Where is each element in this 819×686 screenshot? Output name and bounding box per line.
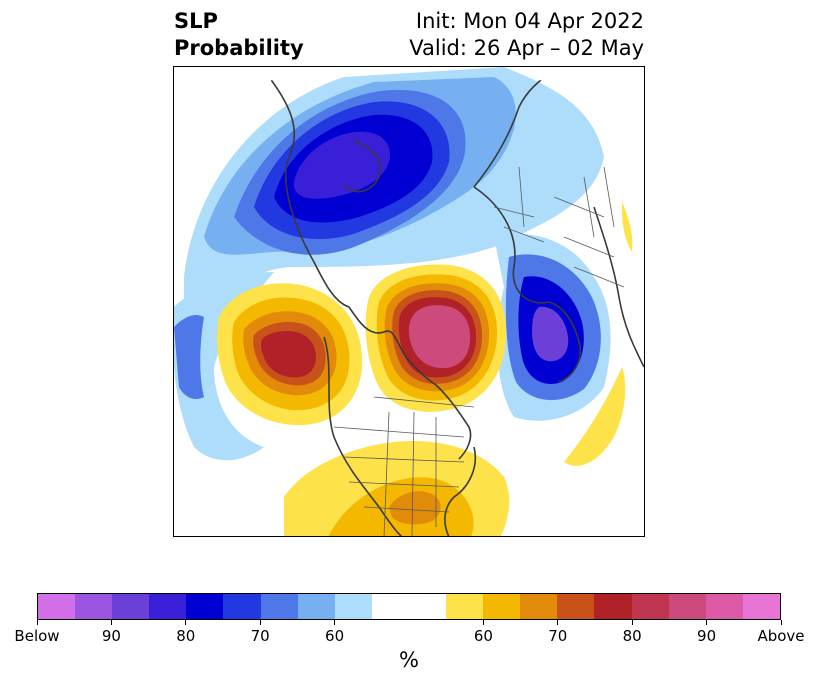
colorbar-above-5	[631, 594, 669, 619]
colorbar-tick-label: 80	[176, 627, 196, 645]
colorbar-above-3	[557, 594, 595, 619]
colorbar-above-1	[483, 594, 521, 619]
colorbar-below-6	[260, 594, 298, 619]
above-region-atlantic	[564, 367, 626, 466]
colorbar-above-8	[742, 594, 780, 619]
colorbar-neutral	[371, 594, 447, 619]
title-right: Init: Mon 04 Apr 2022 Valid: 26 Apr – 02…	[409, 8, 644, 62]
above-region-south-orange	[389, 491, 441, 525]
title-left: SLP Probability	[174, 8, 304, 62]
colorbar-tick-label: Below	[14, 627, 60, 645]
colorbar-tick-label: 90	[101, 627, 121, 645]
colorbar-below-1	[75, 594, 113, 619]
colorbar-tick	[706, 620, 708, 625]
colorbar-below-7	[297, 594, 335, 619]
colorbar-tick-label: 80	[622, 627, 642, 645]
below-region-west-core	[293, 131, 390, 199]
colorbar-tick-label: 60	[473, 627, 493, 645]
above-region-siberia	[621, 202, 633, 252]
colorbar-tick	[259, 620, 261, 625]
colorbar-below-4	[186, 594, 224, 619]
colorbar-tick	[631, 620, 633, 625]
colorbar-tick	[780, 620, 782, 625]
colorbar-above-2	[520, 594, 558, 619]
colorbar-tick	[334, 620, 336, 625]
colorbar-below-0	[38, 594, 76, 619]
valid-range: Valid: 26 Apr – 02 May	[409, 36, 644, 60]
coastlines	[268, 71, 644, 536]
colorbar-below-2	[112, 594, 150, 619]
colorbar-tick-label: 60	[325, 627, 345, 645]
colorbar-above-0	[446, 594, 484, 619]
colorbar-tick	[557, 620, 559, 625]
colorbar-below-8	[334, 594, 372, 619]
colorbar-tick-label: Above	[757, 627, 805, 645]
title-variable: SLP	[174, 9, 218, 33]
colorbar-tick-label: 70	[250, 627, 270, 645]
above-region-arctic-core	[408, 305, 471, 369]
init-date: Init: Mon 04 Apr 2022	[415, 9, 644, 33]
below-region-europe-core	[532, 306, 569, 362]
colorbar-tick	[185, 620, 187, 625]
colorbar-above-6	[668, 594, 706, 619]
colorbar-above-7	[705, 594, 743, 619]
colorbar-below-3	[149, 594, 187, 619]
colorbar-tick	[36, 620, 38, 625]
probability-map	[173, 66, 645, 537]
title-subtitle: Probability	[174, 36, 304, 60]
above-region-pacific-red	[260, 331, 316, 378]
colorbar	[37, 593, 781, 620]
colorbar-tick	[110, 620, 112, 625]
colorbar-tick-label: 90	[697, 627, 717, 645]
below-region-north-pacific-blue	[174, 315, 204, 399]
colorbar-unit: %	[399, 648, 419, 672]
colorbar-above-4	[594, 594, 632, 619]
map-canvas	[174, 67, 644, 536]
political-borders	[333, 166, 625, 536]
colorbar-below-5	[223, 594, 261, 619]
colorbar-tick	[482, 620, 484, 625]
colorbar-tick-label: 70	[548, 627, 568, 645]
